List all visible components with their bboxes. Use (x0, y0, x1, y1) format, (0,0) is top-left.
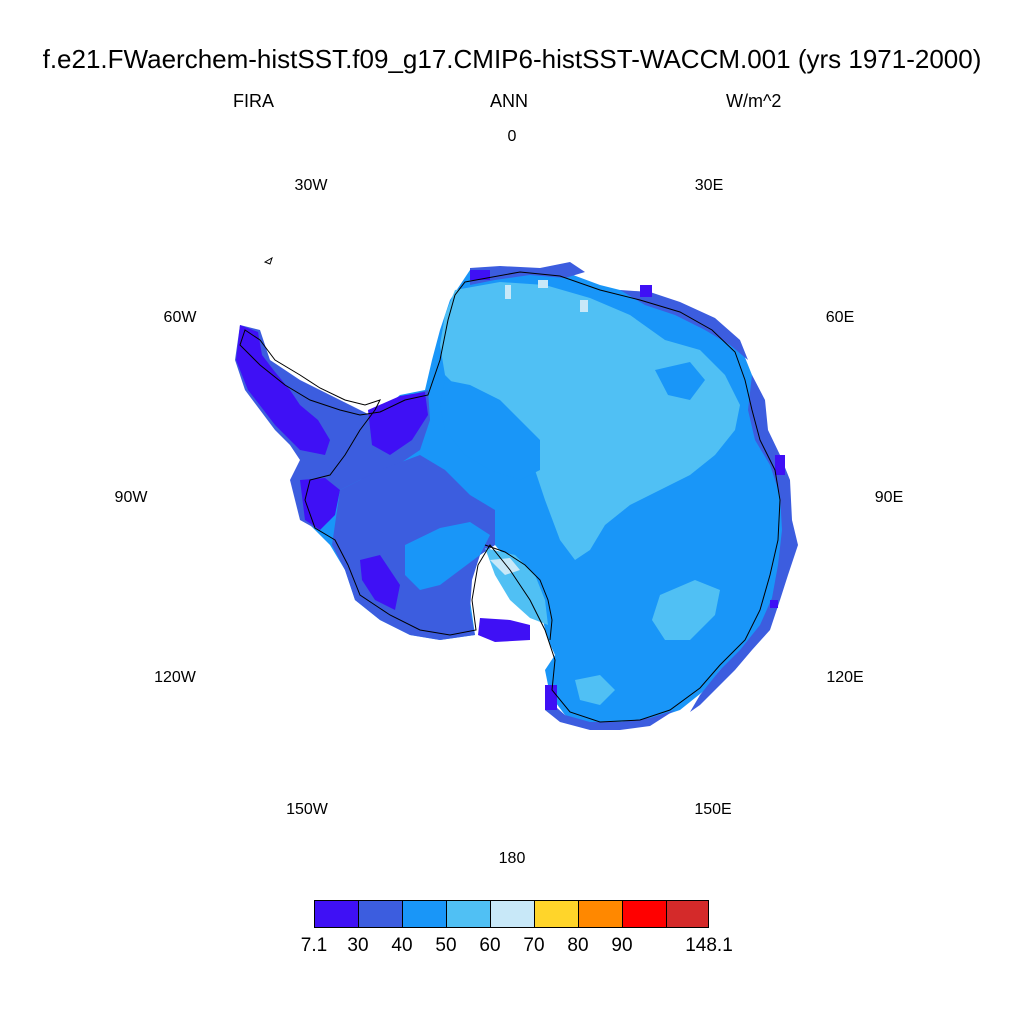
coastal-speck-1 (770, 600, 778, 608)
colorbar-swatch-0 (314, 900, 359, 928)
colorbar-label-7: 90 (611, 935, 633, 956)
dome-region-dark (440, 380, 540, 480)
lon-label-30e: 30E (694, 177, 724, 194)
colorbar-label-2: 40 (391, 935, 413, 956)
peninsula-coast-shading-1 (300, 478, 340, 530)
ross-ice-shelf-edge (484, 544, 553, 641)
lon-label-60e: 60E (825, 309, 855, 326)
coastal-speck-2 (775, 455, 785, 475)
colorbar-label-0: 7.1 (300, 935, 328, 956)
coastline (239, 271, 781, 723)
lon-label-30w: 30W (294, 177, 328, 194)
colorbar-label-3: 50 (435, 935, 457, 956)
lon-label-60w: 60W (163, 309, 197, 326)
lon-label-150w: 150W (286, 801, 328, 818)
variable-label: FIRA (233, 91, 275, 111)
east-lower-light (652, 580, 720, 640)
lon-label-0: 0 (507, 128, 517, 145)
colorbar-swatch-5 (534, 900, 579, 928)
plot-title: f.e21.FWaerchem-histSST.f09_g17.CMIP6-hi… (42, 44, 982, 74)
peninsula-tip-shading (236, 325, 330, 455)
colorbar-label-5: 70 (523, 935, 545, 956)
pale-speck-2 (505, 285, 511, 299)
coastal-speck-5 (545, 685, 557, 710)
lon-label-90w: 90W (114, 489, 148, 506)
south-coast-fringe (545, 700, 675, 730)
lon-label-180: 180 (498, 850, 526, 867)
colorbar-swatch-1 (358, 900, 403, 928)
colorbar-label-4: 60 (479, 935, 501, 956)
pale-speck-3 (580, 300, 588, 312)
marie-byrd-shading (360, 555, 400, 610)
lon-label-90e: 90E (874, 489, 904, 506)
pale-speck-1 (538, 280, 548, 288)
lon-label-150e: 150E (694, 801, 732, 818)
lon-label-120e: 120E (826, 669, 864, 686)
colorbar-swatch-3 (446, 900, 491, 928)
victoria-land-light (575, 675, 615, 705)
lon-label-120w: 120W (154, 669, 196, 686)
colorbar-label-6: 80 (567, 935, 589, 956)
south-shetland-island (263, 256, 273, 265)
bellingshausen-shading (368, 392, 428, 455)
colorbar-swatch-7 (622, 900, 667, 928)
colorbar-swatch-8 (666, 900, 709, 928)
colorbar-label-1: 30 (347, 935, 369, 956)
dronning-maud-patch (655, 362, 705, 400)
colorbar-swatch-4 (490, 900, 535, 928)
east-plateau-light (440, 282, 740, 560)
season-label: ANN (490, 91, 529, 111)
colorbar-swatch-6 (578, 900, 623, 928)
west-plateau-light (405, 522, 490, 590)
ross-coast-shading (478, 618, 530, 642)
ross-ice-shelf-pale (490, 558, 520, 575)
units-label: W/m^2 (726, 91, 782, 111)
antarctic-peninsula (235, 325, 430, 530)
coastal-speck-4 (470, 270, 490, 280)
coastal-speck-3 (640, 285, 652, 297)
northeast-coast-fringe (620, 290, 748, 360)
colorbar-label-8: 148.1 (685, 935, 733, 956)
east-coast-fringe (690, 375, 798, 712)
colorbar-swatch-2 (402, 900, 447, 928)
north-coast-fringe (470, 262, 585, 285)
